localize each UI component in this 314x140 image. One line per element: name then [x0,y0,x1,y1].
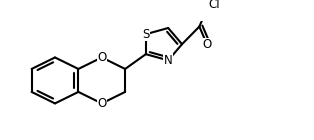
Text: O: O [97,97,106,110]
Text: S: S [142,28,149,41]
Text: N: N [164,54,173,67]
Text: O: O [203,38,212,52]
Text: O: O [97,51,106,64]
Text: Cl: Cl [208,0,220,11]
